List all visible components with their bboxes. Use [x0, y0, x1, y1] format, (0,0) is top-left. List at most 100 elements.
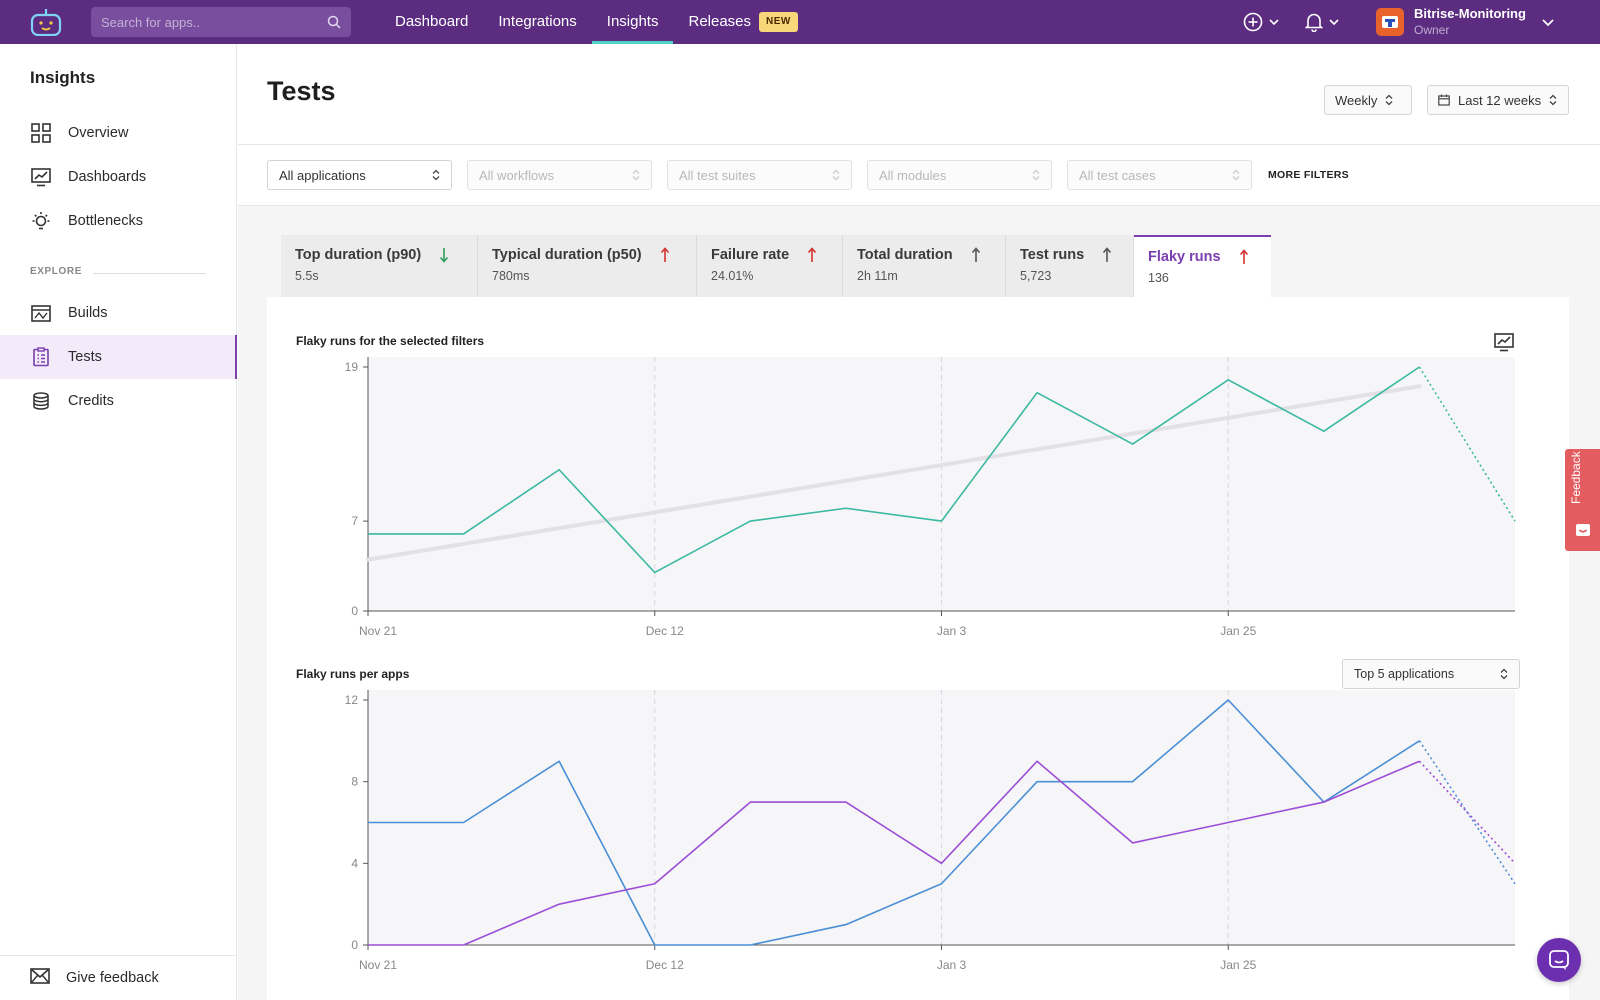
sidebar-item-label: Builds [68, 305, 108, 321]
metric-value: 136 [1148, 271, 1169, 285]
top-actions [1243, 12, 1339, 32]
sort-arrows-icon [632, 169, 640, 181]
metric-value: 5.5s [295, 269, 319, 283]
notifications-button[interactable] [1305, 12, 1339, 32]
create-menu-button[interactable] [1243, 12, 1279, 32]
section-divider [93, 273, 206, 274]
date-range-select[interactable]: Last 12 weeks [1427, 85, 1569, 115]
give-feedback-label: Give feedback [66, 970, 159, 986]
nav-insights[interactable]: Insights [591, 0, 674, 44]
interval-select[interactable]: Weekly [1324, 85, 1412, 115]
date-range-value: Last 12 weeks [1458, 92, 1542, 108]
series-line-1 [368, 699, 1420, 946]
nav-integrations[interactable]: Integrations [483, 0, 591, 44]
arrow-up-icon [1103, 247, 1112, 262]
new-badge: NEW [759, 12, 798, 32]
y-tick-label: 7 [351, 514, 358, 528]
arrow-up-icon [660, 247, 669, 262]
chat-support-button[interactable] [1537, 938, 1581, 982]
sidebar-title: Insights [30, 68, 96, 87]
sidebar-item-label: Credits [68, 393, 114, 409]
calendar-icon [1438, 94, 1450, 106]
metric-tabs: Top duration (p90) 5.5s Typical duration… [281, 235, 1271, 297]
metric-label: Total duration [857, 247, 953, 263]
mail-icon [30, 968, 50, 988]
tests-content: Top duration (p90) 5.5s Typical duration… [238, 205, 1600, 1000]
sidebar: Insights Overview Dashboards Bottlenecks… [0, 44, 237, 1000]
applications-filter[interactable]: All applications [267, 160, 452, 190]
more-filters-button[interactable]: MORE FILTERS [1268, 169, 1349, 181]
trend-line [366, 384, 1422, 562]
sidebar-item-label: Bottlenecks [68, 213, 143, 229]
y-tick-label: 4 [351, 856, 358, 870]
arrow-down-icon [440, 248, 449, 263]
x-tick-label: Jan 25 [1220, 958, 1256, 972]
test-suites-filter-value: All test suites [679, 167, 756, 183]
coins-icon [30, 390, 52, 412]
metric-value: 2h 11m [857, 269, 898, 283]
tab-flaky-runs[interactable]: Flaky runs 136 [1134, 235, 1271, 297]
y-tick-label: 8 [351, 775, 358, 789]
account-info: Bitrise-Monitoring Owner [1414, 6, 1526, 37]
sort-arrows-icon [1500, 668, 1508, 680]
sidebar-item-credits[interactable]: Credits [0, 379, 237, 423]
sidebar-item-dashboards[interactable]: Dashboards [0, 155, 237, 199]
chevron-down-icon [1542, 18, 1554, 26]
main-nav: Dashboard Integrations Insights Releases… [380, 0, 813, 44]
interval-value: Weekly [1335, 92, 1378, 108]
x-tick-label: Dec 12 [646, 958, 684, 972]
sidebar-item-tests[interactable]: Tests [0, 335, 237, 379]
tab-failure-rate[interactable]: Failure rate 24.01% [697, 235, 843, 297]
search-icon[interactable] [327, 15, 341, 29]
nav-insights-label: Insights [606, 13, 659, 30]
bell-icon [1305, 13, 1323, 32]
test-cases-filter: All test cases [1067, 160, 1252, 190]
bitrise-logo-icon[interactable] [30, 8, 62, 36]
account-name: Bitrise-Monitoring [1414, 6, 1526, 21]
y-tick-label: 19 [345, 360, 359, 374]
feedback-tab-label: Feedback [1569, 451, 1583, 504]
nav-releases[interactable]: Releases NEW [673, 0, 812, 44]
y-tick-label: 0 [351, 604, 358, 618]
workflows-filter: All workflows [467, 160, 652, 190]
x-tick-label: Jan 3 [937, 624, 967, 638]
y-tick-label: 12 [345, 693, 359, 707]
search-input[interactable] [101, 14, 316, 30]
feedback-side-tab[interactable]: Feedback [1565, 449, 1600, 551]
tab-top-duration[interactable]: Top duration (p90) 5.5s [281, 235, 478, 297]
chart-type-icon[interactable] [1493, 331, 1515, 353]
give-feedback-button[interactable]: Give feedback [0, 955, 237, 1000]
sidebar-item-builds[interactable]: Builds [0, 291, 237, 335]
sidebar-item-label: Tests [68, 349, 102, 365]
filter-bar: All applications All workflows All test … [238, 145, 1600, 205]
tab-typical-duration[interactable]: Typical duration (p50) 780ms [478, 235, 697, 297]
modules-filter: All modules [867, 160, 1052, 190]
builds-icon [30, 302, 52, 324]
account-switcher[interactable]: Bitrise-Monitoring Owner [1376, 6, 1554, 37]
top-applications-value: Top 5 applications [1354, 667, 1455, 681]
feedback-smile-icon [1576, 524, 1590, 536]
sort-arrows-icon [1232, 169, 1240, 181]
arrow-up-icon [1239, 249, 1248, 264]
y-tick-label: 0 [351, 938, 358, 952]
series-projection-1 [1418, 366, 1516, 522]
tab-total-duration[interactable]: Total duration 2h 11m [843, 235, 1006, 297]
sidebar-section-explore: EXPLORE [30, 266, 82, 277]
workspace-logo-icon [1382, 15, 1398, 28]
chart1-title: Flaky runs for the selected filters [296, 334, 485, 348]
sidebar-item-bottlenecks[interactable]: Bottlenecks [0, 199, 237, 243]
top-applications-select[interactable]: Top 5 applications [1342, 659, 1520, 689]
sort-arrows-icon [832, 169, 840, 181]
series-line-1 [368, 366, 1420, 574]
tab-test-runs[interactable]: Test runs 5,723 [1006, 235, 1134, 297]
chart-line-icon [30, 166, 52, 188]
workflows-filter-value: All workflows [479, 167, 555, 183]
applications-filter-value: All applications [279, 167, 366, 183]
account-role: Owner [1414, 23, 1450, 37]
x-tick-label: Nov 21 [359, 624, 397, 638]
nav-dashboard[interactable]: Dashboard [380, 0, 483, 44]
x-tick-label: Jan 3 [937, 958, 967, 972]
test-suites-filter: All test suites [667, 160, 852, 190]
sidebar-item-overview[interactable]: Overview [0, 111, 237, 155]
metric-value: 5,723 [1020, 269, 1052, 283]
